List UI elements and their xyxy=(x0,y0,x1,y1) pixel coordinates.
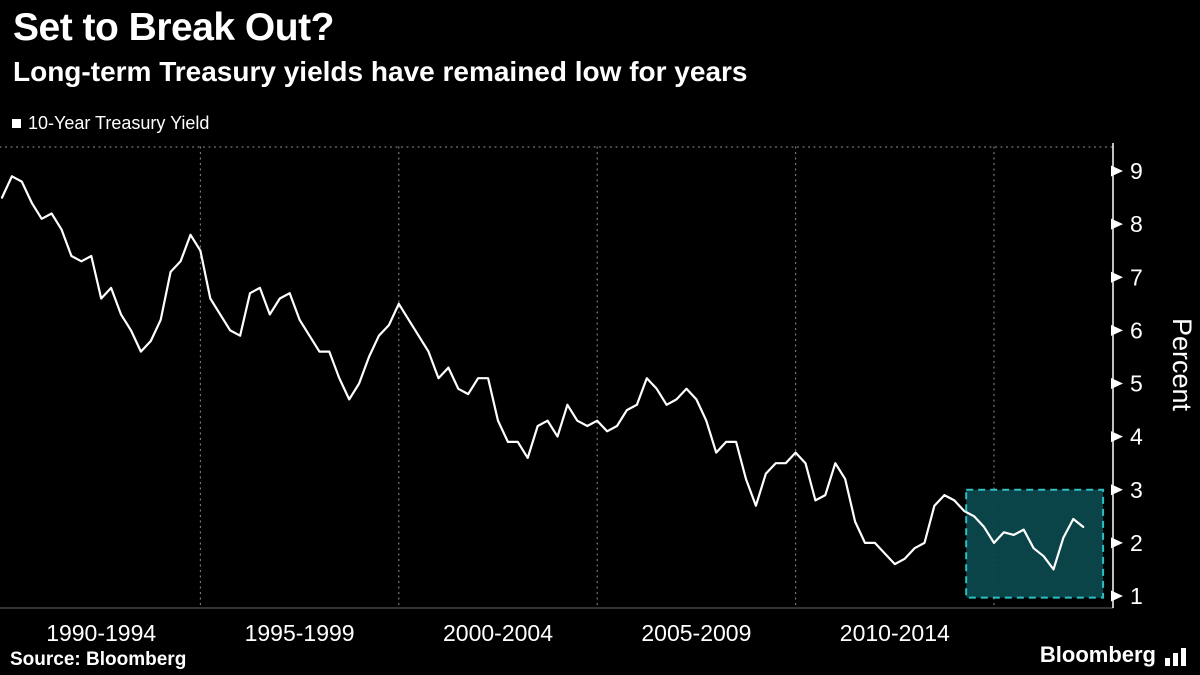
x-tick-label: 1995-1999 xyxy=(245,620,355,646)
highlight-region-fill xyxy=(966,489,1104,598)
chart-title: Set to Break Out? xyxy=(13,6,334,49)
y-tick-label: 3 xyxy=(1130,477,1143,503)
y-tick-label: 5 xyxy=(1130,371,1143,397)
y-tick-label: 2 xyxy=(1130,530,1143,556)
legend: 10-Year Treasury Yield xyxy=(12,113,209,134)
yield-line xyxy=(0,175,1085,571)
y-tick-arrow-icon xyxy=(1111,324,1123,336)
bloomberg-logo-bars-icon xyxy=(1165,648,1186,666)
y-tick-label: 6 xyxy=(1130,317,1143,343)
chart-subtitle: Long-term Treasury yields have remained … xyxy=(13,56,748,87)
y-axis-title: Percent xyxy=(1167,318,1197,412)
source-note: Source: Bloomberg xyxy=(10,649,187,670)
y-tick-arrow-icon xyxy=(1111,484,1123,496)
y-tick-label: 9 xyxy=(1130,158,1143,184)
y-tick-label: 4 xyxy=(1130,424,1143,450)
legend-label: 10-Year Treasury Yield xyxy=(28,113,210,133)
y-tick-arrow-icon xyxy=(1111,431,1123,443)
x-tick-label: 2010-2014 xyxy=(840,620,950,646)
y-tick-arrow-icon xyxy=(1111,218,1123,230)
x-tick-label: 1990-1994 xyxy=(46,620,156,646)
y-tick-arrow-icon xyxy=(1111,165,1123,177)
y-tick-arrow-icon xyxy=(1111,537,1123,549)
bloomberg-logo-text: Bloomberg xyxy=(1039,642,1156,667)
y-tick-arrow-icon xyxy=(1111,271,1123,283)
highlight-region-border xyxy=(965,488,1105,599)
x-tick-label: 2005-2009 xyxy=(641,620,751,646)
x-tick-label: 2000-2004 xyxy=(443,620,553,646)
y-tick-label: 1 xyxy=(1130,583,1143,609)
y-tick-label: 7 xyxy=(1130,264,1143,290)
y-tick-arrow-icon xyxy=(1111,590,1123,602)
y-tick-arrow-icon xyxy=(1111,378,1123,389)
legend-square-icon xyxy=(12,119,21,128)
bloomberg-logo: Bloomberg xyxy=(1040,642,1188,668)
y-tick-label: 8 xyxy=(1130,211,1143,237)
